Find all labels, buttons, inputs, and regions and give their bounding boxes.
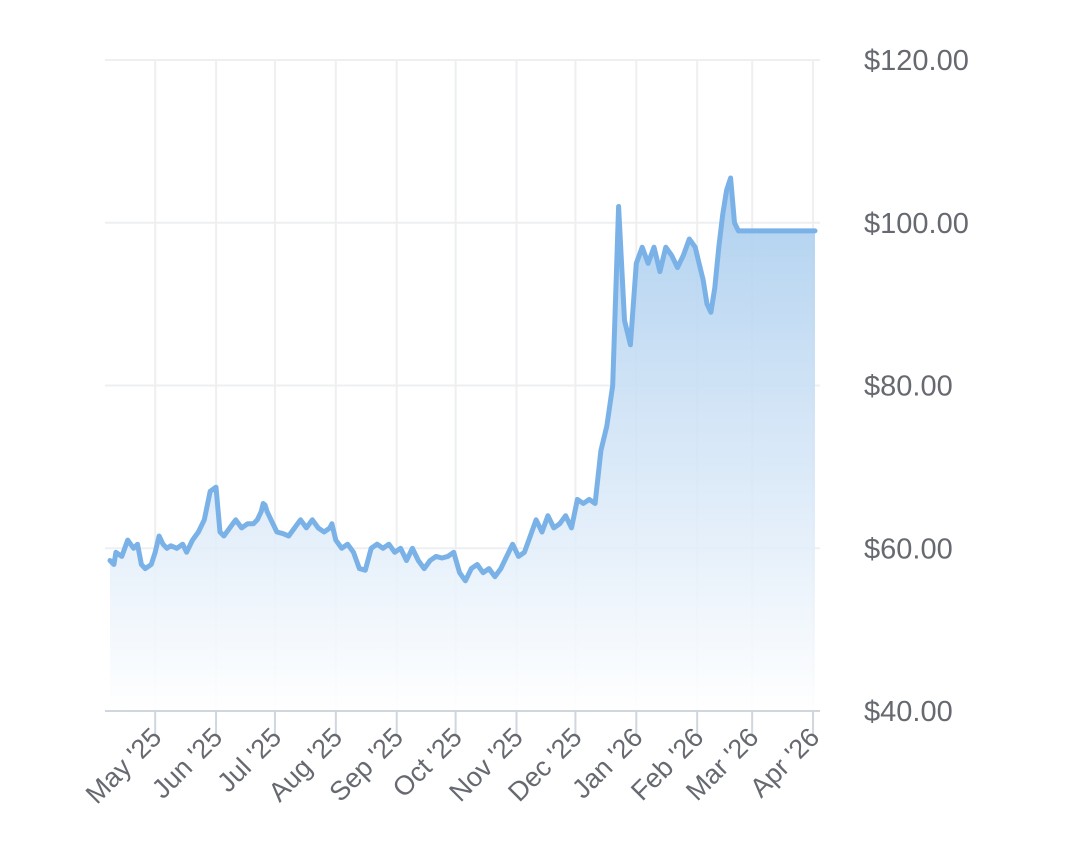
y-tick-label: $120.00 — [864, 45, 969, 77]
price-line-path — [107, 175, 818, 584]
price-line — [107, 175, 818, 584]
y-tick-label: $80.00 — [864, 371, 953, 403]
area-path — [110, 178, 815, 711]
y-tick-label: $40.00 — [864, 696, 953, 728]
y-tick-label: $100.00 — [864, 208, 969, 240]
x-tick-label: May '25 — [80, 722, 167, 809]
x-tick-label: Apr '26 — [744, 722, 825, 803]
area-fill — [110, 178, 815, 711]
y-tick-label: $60.00 — [864, 533, 953, 565]
x-axis — [105, 710, 820, 735]
y-axis-labels: $40.00 $60.00 $80.00 $100.00 $120.00 — [864, 45, 969, 728]
